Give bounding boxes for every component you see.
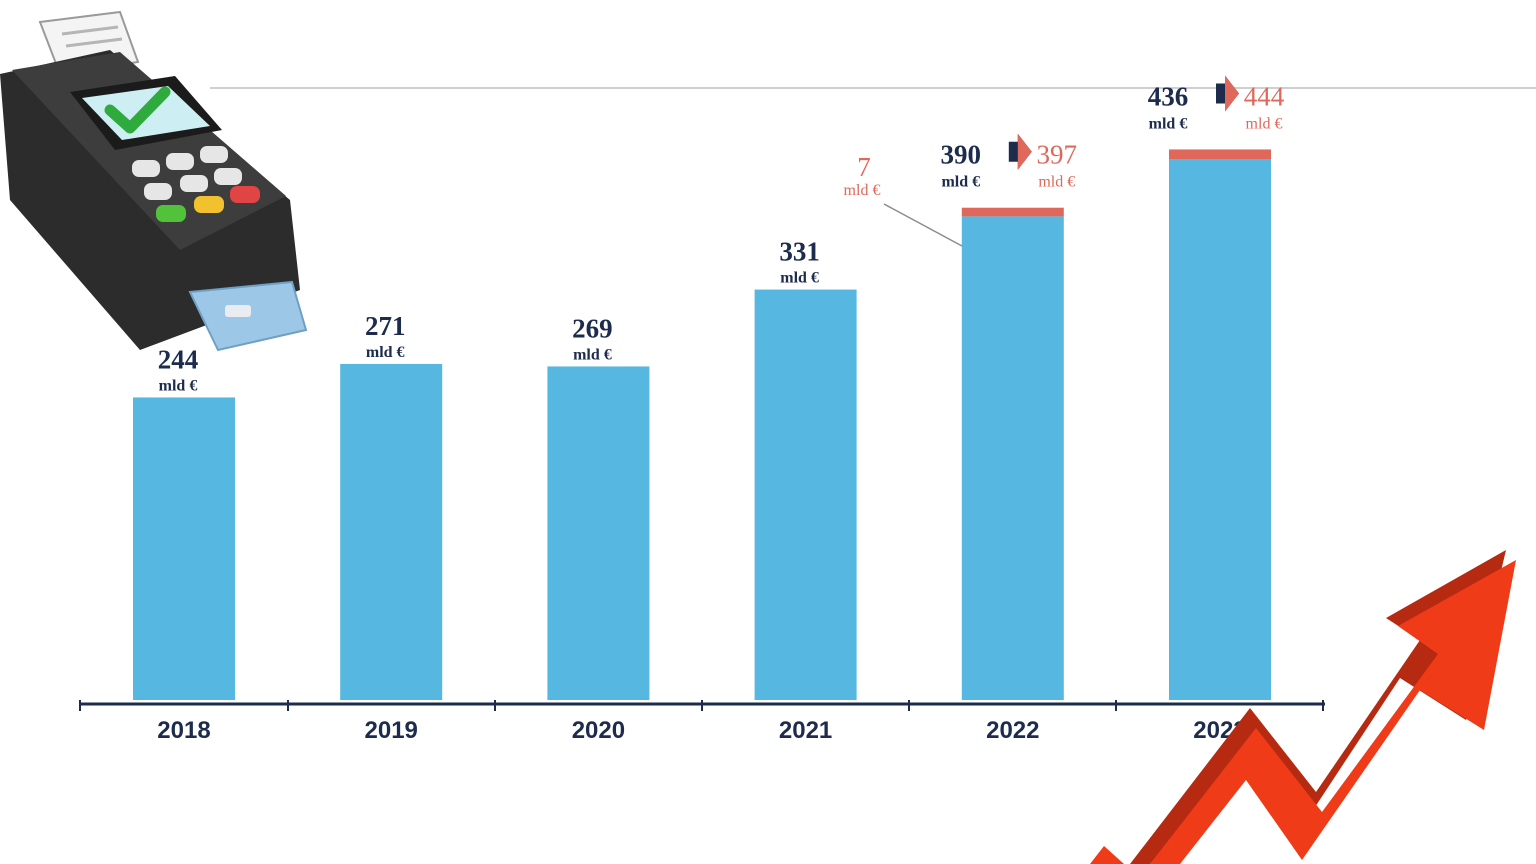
data-label-2021: 331 xyxy=(779,237,820,267)
data-label-unit-2023: mld € xyxy=(1149,115,1188,132)
data-label-2019: 271 xyxy=(365,311,406,341)
data-label-unit-2021: mld € xyxy=(780,270,819,287)
x-tick-label-2019: 2019 xyxy=(365,717,418,744)
total-label-2023: 444 xyxy=(1244,81,1285,111)
bar-2022 xyxy=(961,216,1064,700)
bar-2023 xyxy=(1169,159,1271,701)
data-label-unit-2019: mld € xyxy=(366,344,405,361)
data-label-2020: 269 xyxy=(572,313,613,343)
data-label-2018: 244 xyxy=(158,344,199,374)
x-tick-label-2020: 2020 xyxy=(572,717,625,744)
bar-2018 xyxy=(133,397,235,700)
bar-2019 xyxy=(340,363,443,700)
data-label-unit-2018: mld € xyxy=(159,377,198,394)
total-label-unit-2023: mld € xyxy=(1246,115,1283,132)
card-payment-terminal-icon xyxy=(0,10,308,352)
arrow-tip-2022 xyxy=(1017,133,1032,170)
data-label-2023: 436 xyxy=(1148,81,1189,111)
increase-annotation-value: 7 xyxy=(857,152,871,182)
increase-annotation-unit: mld € xyxy=(844,182,881,199)
total-label-unit-2022: mld € xyxy=(1038,174,1075,191)
data-label-2022: 390 xyxy=(941,140,982,170)
arrow-tip-2023 xyxy=(1225,75,1239,112)
red-growth-arrow-icon xyxy=(1090,550,1516,864)
bar-increase-2023 xyxy=(1169,149,1271,160)
bar-2021 xyxy=(754,289,857,700)
annotation-leader-line xyxy=(883,203,963,247)
x-tick-label-2022: 2022 xyxy=(986,717,1039,744)
x-tick-label-2018: 2018 xyxy=(157,717,210,744)
total-label-2022: 397 xyxy=(1037,140,1078,170)
data-label-unit-2020: mld € xyxy=(573,346,612,363)
x-tick-label-2021: 2021 xyxy=(779,717,832,744)
data-label-unit-2022: mld € xyxy=(941,174,980,191)
bars-group: 2018 244 mld € 2019 271 mld € 2020 269 mld € 2021… xyxy=(133,75,1285,744)
bar-2020 xyxy=(547,366,650,700)
x-axis-ticks xyxy=(79,700,1324,711)
bar-increase-2022 xyxy=(961,207,1064,217)
